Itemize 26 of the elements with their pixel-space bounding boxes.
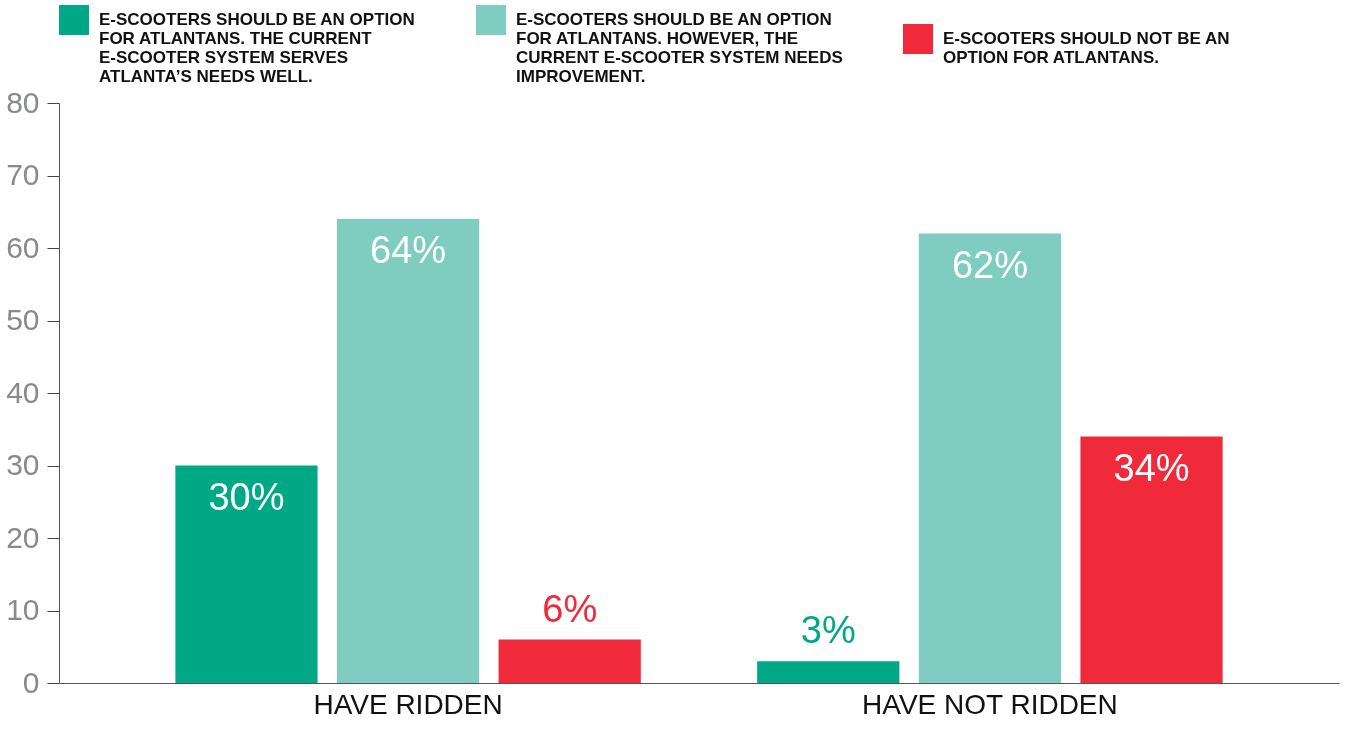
y-tick-label: 70 [6, 158, 40, 191]
data-label: 34% [1113, 446, 1190, 489]
bar [336, 219, 480, 683]
legend-label: E-SCOOTERS SHOULD NOT BE AN OPTION FOR ATLANTANS. [943, 29, 1230, 67]
y-tick-label: 40 [6, 375, 40, 409]
data-label: 6% [542, 587, 598, 630]
bar [918, 233, 1062, 683]
data-label: 30% [208, 475, 285, 518]
bar [1080, 436, 1223, 683]
legend-label: E-SCOOTERS SHOULD BE AN OPTION FOR ATLANTANS. HOWEVER, THE CURRENT E-SCOOTER SYSTEM NEEDS IMPROVEMENT. [516, 10, 843, 86]
data-label: 62% [951, 243, 1028, 286]
y-tick-label: 30 [6, 448, 40, 481]
bar [757, 661, 900, 683]
data-label: 64% [370, 229, 447, 271]
x-tick-label: HAVE RIDDEN [313, 688, 503, 720]
bar [175, 465, 318, 683]
y-tick-label: 20 [6, 520, 40, 554]
y-tick-label: 60 [6, 230, 40, 264]
y-tick-label: 80 [6, 85, 40, 119]
y-tick-label: 50 [6, 303, 40, 336]
x-tick-label: HAVE NOT RIDDEN [862, 688, 1118, 720]
y-tick-label: 0 [22, 665, 40, 699]
y-tick-label: 10 [6, 593, 40, 626]
data-label: 3% [800, 609, 856, 652]
legend-label: E-SCOOTERS SHOULD BE AN OPTION FOR ATLANTANS. THE CURRENT E-SCOOTER SYSTEM SERVES ATLANTA’S NEEDS WELL. [99, 10, 415, 86]
bar [498, 639, 641, 683]
